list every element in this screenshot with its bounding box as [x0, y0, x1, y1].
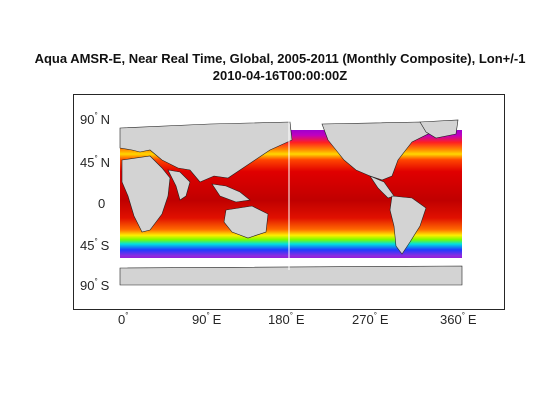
- lon-tick-label: 0°: [118, 311, 129, 327]
- south-america-land: [389, 195, 427, 255]
- australia-land: [223, 205, 269, 239]
- antarctica-land: [119, 265, 463, 286]
- lat-tick-label: 0: [98, 196, 106, 211]
- india-land: [167, 169, 191, 201]
- greenland-land: [419, 119, 459, 139]
- title-line-1: Aqua AMSR-E, Near Real Time, Global, 200…: [34, 51, 526, 66]
- lat-tick-label: 90° S: [80, 277, 110, 293]
- indonesia-land: [211, 183, 251, 203]
- lon-tick-label: 180° E: [268, 311, 305, 327]
- title-line-2: 2010-04-16T00:00:00Z: [212, 68, 348, 83]
- lon-tick-label: 360° E: [440, 311, 477, 327]
- africa-land: [121, 155, 171, 233]
- lat-tick-label: 45° N: [80, 154, 111, 170]
- central-america-land: [369, 175, 395, 199]
- land-masses: [119, 119, 463, 286]
- lon-tick-label: 90° E: [192, 311, 222, 327]
- eurasia-land: [119, 121, 293, 183]
- map-title: Aqua AMSR-E, Near Real Time, Global, 200…: [0, 50, 560, 84]
- lat-tick-label: 45° S: [80, 237, 110, 253]
- lon-tick-label: 270° E: [352, 311, 389, 327]
- lat-tick-label: 90° N: [80, 111, 111, 127]
